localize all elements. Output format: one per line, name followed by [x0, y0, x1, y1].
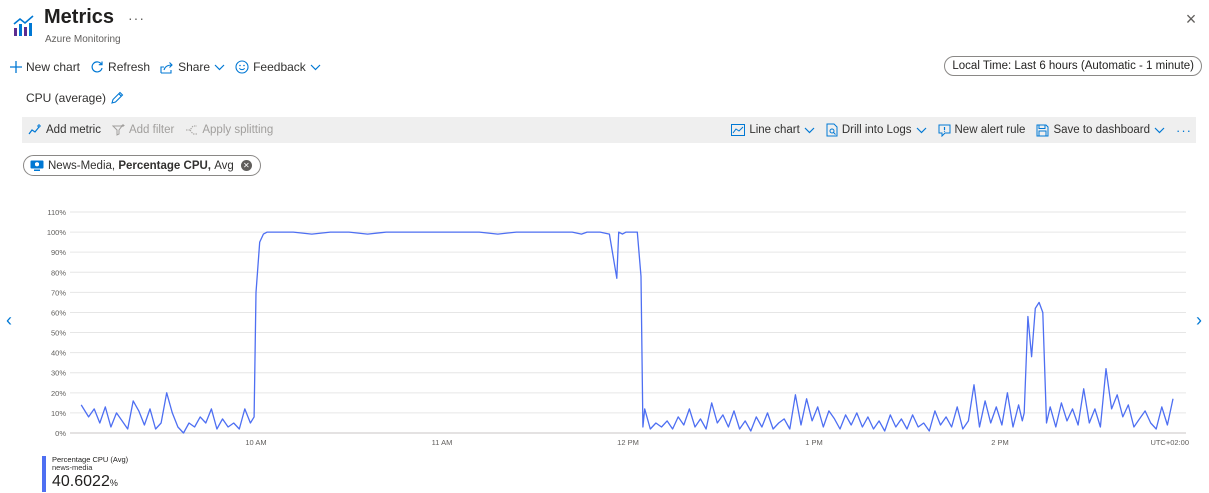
x-tick-label: 11 AM	[432, 438, 453, 447]
metric-pill-aggregation: Avg	[214, 159, 234, 172]
x-tick-label: 12 PM	[617, 438, 639, 447]
x-tick-label: 10 AM	[245, 438, 266, 447]
legend-value-unit: %	[109, 478, 118, 488]
metrics-icon	[13, 15, 34, 36]
chart-legend[interactable]: Percentage CPU (Avg) news-media 40.6022%	[42, 456, 128, 492]
line-chart-icon	[731, 124, 746, 136]
chevron-down-icon	[1154, 127, 1165, 133]
legend-value-number: 40.6022	[52, 473, 110, 490]
apply-splitting-label: Apply splitting	[202, 124, 274, 136]
remove-metric-icon[interactable]: ✕	[240, 160, 252, 171]
share-icon	[160, 61, 173, 74]
legend-series-name: Percentage CPU (Avg)	[52, 455, 129, 464]
add-metric-icon	[28, 124, 41, 135]
alert-icon	[938, 124, 950, 137]
chevron-down-icon	[310, 64, 321, 70]
pencil-icon[interactable]	[110, 91, 124, 105]
add-metric-button[interactable]: Add metric	[28, 124, 101, 136]
y-tick-label: 30%	[51, 369, 66, 378]
save-to-dashboard-label: Save to dashboard	[1053, 124, 1150, 136]
legend-value: 40.6022%	[52, 472, 128, 493]
cpu-line-chart: 0% 10% 20% 30% 40% 50% 60% 70% 80% 90% 100% 110% 10 …	[47, 208, 1189, 447]
x-tick-label: 2 PM	[991, 438, 1009, 447]
page-header: Metrics ··· Azure Monitoring ×	[10, 4, 1200, 48]
chart-title: CPU (average)	[26, 91, 107, 105]
y-tick-label: 40%	[51, 349, 66, 358]
metric-toolbar: Add metric Add filter Apply splitting Li…	[22, 117, 1196, 143]
new-alert-rule-label: New alert rule	[954, 124, 1026, 136]
chevron-right-icon[interactable]: ›	[1196, 310, 1202, 330]
refresh-icon	[91, 61, 103, 73]
line-chart-label: Line chart	[749, 124, 800, 136]
y-tick-label: 20%	[51, 389, 66, 398]
y-tick-label: 110%	[47, 208, 66, 217]
y-tick-label: 70%	[51, 288, 66, 297]
add-metric-label: Add metric	[46, 124, 101, 136]
line-chart-button[interactable]: Line chart	[731, 124, 815, 136]
y-tick-label: 80%	[51, 268, 66, 277]
x-tick-label: 1 PM	[805, 438, 823, 447]
drill-into-logs-button[interactable]: Drill into Logs	[826, 123, 927, 137]
chevron-down-icon	[916, 127, 926, 133]
filter-icon	[111, 124, 125, 136]
time-range-button[interactable]: Local Time: Last 6 hours (Automatic - 1 …	[944, 56, 1202, 76]
share-button[interactable]: Share	[160, 60, 225, 74]
plus-icon	[10, 61, 22, 73]
add-filter-button[interactable]: Add filter	[111, 124, 175, 136]
new-chart-label: New chart	[26, 60, 81, 74]
new-alert-rule-button[interactable]: New alert rule	[938, 124, 1026, 137]
page-title: Metrics	[44, 6, 115, 28]
apply-splitting-button[interactable]: Apply splitting	[185, 124, 273, 136]
metric-pill-resource: News-Media,	[48, 159, 116, 172]
feedback-button[interactable]: Feedback	[235, 60, 321, 74]
save-icon	[1036, 124, 1049, 136]
metric-pill[interactable]: News-Media, Percentage CPU, Avg ✕	[23, 155, 261, 176]
metric-pill-metric: Percentage CPU,	[118, 159, 211, 172]
legend-resource: news-media	[52, 463, 93, 472]
y-tick-label: 90%	[51, 248, 66, 257]
chart-title-row: CPU (average)	[26, 91, 124, 105]
refresh-label: Refresh	[108, 60, 151, 74]
series-line	[80, 231, 1174, 434]
y-tick-label: 50%	[51, 329, 66, 338]
logs-icon	[826, 123, 838, 137]
timezone-label: UTC+02:00	[1150, 438, 1189, 447]
drill-into-logs-label: Drill into Logs	[841, 124, 912, 136]
save-to-dashboard-button[interactable]: Save to dashboard	[1036, 124, 1165, 137]
splitting-icon	[186, 125, 198, 135]
feedback-label: Feedback	[253, 60, 306, 74]
chevron-left-icon[interactable]: ‹	[6, 310, 12, 330]
refresh-button[interactable]: Refresh	[90, 60, 150, 74]
page-subtitle: Azure Monitoring	[45, 34, 121, 45]
virtual-machine-icon	[30, 160, 44, 171]
y-tick-label: 10%	[51, 409, 66, 418]
close-button[interactable]: ×	[1185, 9, 1197, 29]
smiley-icon	[235, 60, 249, 74]
more-actions-button[interactable]: ···	[1176, 122, 1192, 138]
more-options-button[interactable]: ···	[128, 10, 145, 26]
chevron-down-icon	[804, 127, 815, 133]
command-bar: New chart Refresh Share Feedback	[10, 56, 331, 78]
y-tick-label: 0%	[55, 429, 66, 438]
add-filter-label: Add filter	[128, 124, 175, 136]
chevron-down-icon	[214, 64, 225, 70]
share-label: Share	[178, 60, 211, 74]
new-chart-button[interactable]: New chart	[10, 60, 80, 74]
y-tick-label: 60%	[51, 308, 66, 317]
y-tick-label: 100%	[47, 228, 67, 237]
